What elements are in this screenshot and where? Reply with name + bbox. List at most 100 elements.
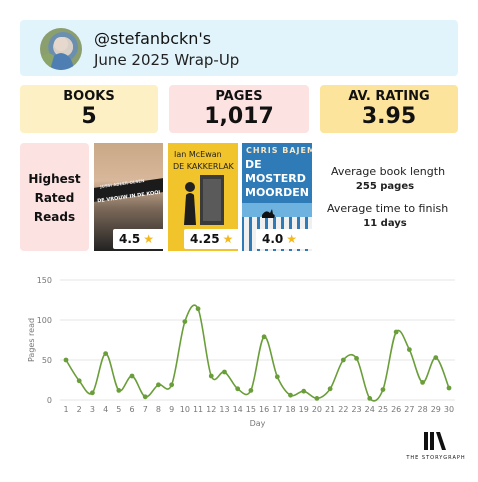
x-tick-label: 15 — [246, 405, 256, 414]
highest-rated-title: Highest Rated Reads — [28, 172, 81, 224]
x-tick-label: 12 — [206, 405, 216, 414]
x-tick-label: 7 — [143, 405, 148, 414]
avg-time-value: 11 days — [363, 218, 407, 229]
data-point — [314, 396, 320, 401]
data-point — [142, 394, 148, 400]
y-tick-label: 100 — [37, 316, 52, 325]
x-tick-label: 26 — [391, 405, 401, 414]
books-label: BOOKS — [63, 89, 115, 104]
x-tick-label: 5 — [116, 405, 121, 414]
x-tick-label: 21 — [325, 405, 335, 414]
data-point — [195, 306, 201, 312]
rating-stat-card: AV. RATING 3.95 — [320, 85, 458, 133]
door-illustration-icon — [184, 175, 224, 225]
data-point — [63, 357, 69, 363]
x-tick-label: 29 — [431, 405, 441, 414]
data-point — [420, 380, 425, 385]
x-tick-label: 8 — [156, 405, 161, 414]
book-2-rating: 4.25 ★ — [184, 229, 238, 249]
data-point — [288, 392, 293, 398]
data-point — [393, 329, 399, 335]
x-tick-label: 19 — [299, 405, 309, 414]
y-tick-label: 150 — [37, 276, 52, 285]
book-1-rating: 4.5 ★ — [113, 229, 163, 249]
data-point — [327, 386, 333, 392]
book-cover-2[interactable]: Ian McEwan DE KAKKERLAK 4.25 ★ — [168, 143, 238, 251]
x-tick-label: 17 — [272, 405, 282, 414]
data-point — [433, 355, 439, 360]
data-point — [169, 382, 175, 388]
data-point — [103, 351, 109, 356]
star-icon: ★ — [143, 232, 155, 246]
storygraph-logo-icon — [424, 432, 446, 450]
data-point — [340, 357, 346, 363]
x-tick-label: 30 — [444, 405, 454, 414]
data-point — [261, 334, 267, 340]
data-point — [354, 356, 359, 361]
data-point — [129, 373, 135, 379]
x-tick-label: 4 — [103, 405, 108, 414]
book-2-rating-value: 4.25 — [190, 232, 220, 246]
data-point — [301, 388, 307, 394]
book-2-title: DE KAKKERLAK — [173, 162, 234, 171]
avg-length-value: 255 pages — [355, 181, 415, 192]
star-icon: ★ — [222, 232, 234, 246]
data-point — [208, 373, 214, 379]
data-point — [248, 388, 254, 393]
x-tick-label: 18 — [285, 405, 295, 414]
x-tick-label: 28 — [417, 405, 427, 414]
username: @stefanbckn's — [94, 29, 212, 48]
x-tick-label: 23 — [351, 405, 361, 414]
data-point — [274, 374, 280, 380]
data-point — [182, 319, 188, 324]
data-point — [90, 390, 95, 396]
x-tick-label: 20 — [312, 405, 322, 414]
data-point — [235, 386, 241, 392]
rating-label: AV. RATING — [348, 89, 430, 104]
y-axis-label: Pages read — [27, 318, 36, 362]
book-3-title: DE MOSTERD MOORDEN — [245, 158, 309, 199]
avatar[interactable] — [40, 28, 82, 70]
x-axis-label: Day — [250, 419, 266, 428]
book-3-author: CHRIS BAJEMA — [246, 146, 312, 155]
book-cover-3[interactable]: CHRIS BAJEMA DE MOSTERD MOORDEN 4.0★ — [242, 143, 312, 251]
y-tick-label: 50 — [42, 356, 52, 365]
data-point — [76, 378, 82, 384]
book-3-rating-value: 4.0 — [262, 232, 284, 246]
x-tick-label: 1 — [63, 405, 68, 414]
book-1-rating-value: 4.5 — [119, 232, 141, 246]
book-2-author: Ian McEwan — [174, 150, 222, 159]
avg-time-label: Average time to finish — [327, 202, 449, 215]
x-tick-label: 9 — [169, 405, 174, 414]
highest-rated-panel — [20, 143, 89, 251]
x-tick-label: 25 — [378, 405, 388, 414]
x-tick-label: 10 — [180, 405, 190, 414]
x-tick-label: 3 — [90, 405, 95, 414]
x-tick-label: 14 — [233, 405, 243, 414]
rating-value: 3.95 — [361, 104, 417, 129]
data-point — [156, 382, 161, 388]
x-tick-label: 16 — [259, 405, 269, 414]
data-point — [116, 388, 122, 393]
x-tick-label: 2 — [77, 405, 82, 414]
book-3-rating: 4.0 ★ — [256, 229, 312, 249]
y-tick-label: 0 — [47, 396, 52, 405]
x-tick-label: 27 — [404, 405, 414, 414]
x-tick-label: 13 — [219, 405, 229, 414]
avg-length-label: Average book length — [331, 165, 446, 178]
book-cover-1[interactable]: DE VROUW IN DE KOOI JUSSI ADLER-OLSEN 4.… — [94, 143, 163, 251]
data-point — [380, 387, 386, 392]
pages-stat-card: PAGES 1,017 — [169, 85, 309, 133]
storygraph-wordmark: THE STORYGRAPH — [406, 455, 466, 461]
x-tick-label: 6 — [129, 405, 134, 414]
books-stat-card: BOOKS 5 — [20, 85, 158, 133]
pages-value: 1,017 — [204, 104, 274, 129]
data-point — [222, 369, 227, 375]
x-tick-label: 22 — [338, 405, 348, 414]
data-point — [406, 347, 412, 352]
data-point — [367, 396, 373, 401]
pages-label: PAGES — [215, 89, 263, 104]
wrap-up-title: June 2025 Wrap-Up — [94, 51, 240, 69]
data-point — [446, 385, 452, 391]
